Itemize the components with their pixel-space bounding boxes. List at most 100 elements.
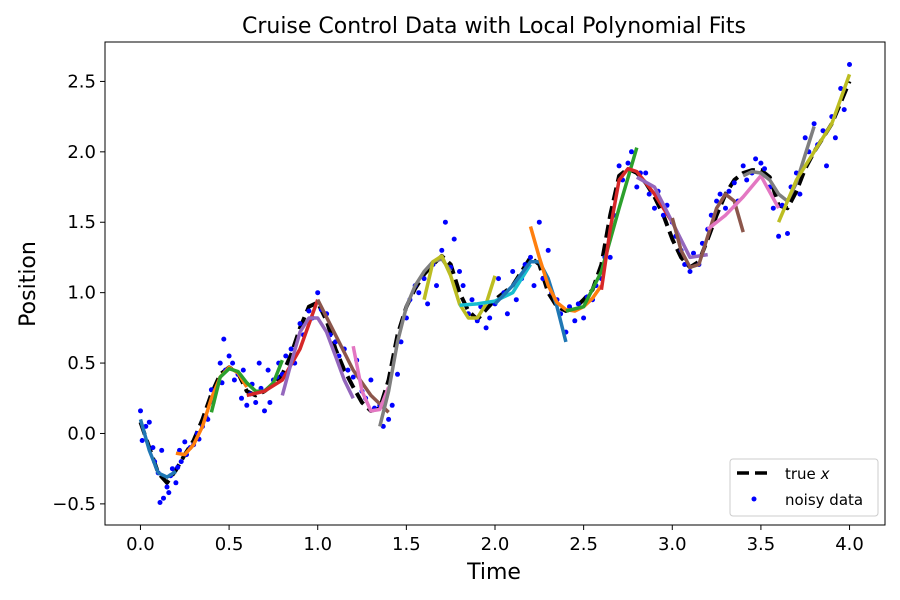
local-polynomial-fits bbox=[138, 73, 852, 479]
data-point bbox=[306, 308, 312, 314]
data-point bbox=[434, 283, 439, 289]
data-point bbox=[545, 247, 551, 253]
data-point bbox=[173, 480, 179, 486]
y-tick-label: −0.5 bbox=[52, 494, 96, 515]
data-point bbox=[283, 353, 289, 359]
data-point bbox=[380, 423, 386, 429]
data-point bbox=[762, 166, 767, 172]
x-tick-label: 3.0 bbox=[658, 534, 687, 555]
fit-segment bbox=[742, 125, 816, 203]
data-point bbox=[652, 205, 657, 211]
y-axis-ticks: −0.5 0.0 0.5 1.0 1.5 2.0 2.5 bbox=[52, 71, 105, 515]
legend-x-symbol: x bbox=[820, 465, 830, 483]
y-tick-label: 2.0 bbox=[67, 142, 96, 163]
data-point bbox=[460, 283, 466, 289]
legend: true x noisy data bbox=[729, 458, 879, 517]
data-point bbox=[221, 336, 227, 342]
data-point bbox=[288, 346, 294, 352]
data-point bbox=[643, 170, 649, 176]
data-point bbox=[457, 269, 462, 274]
data-point bbox=[442, 219, 448, 225]
data-point bbox=[691, 250, 696, 256]
data-point bbox=[714, 198, 720, 204]
data-point bbox=[395, 371, 400, 377]
data-point bbox=[634, 184, 640, 190]
data-point bbox=[256, 360, 262, 366]
data-point bbox=[758, 160, 764, 166]
y-axis-label: Position bbox=[16, 241, 41, 327]
data-point bbox=[146, 419, 152, 425]
data-point bbox=[240, 367, 246, 373]
data-point bbox=[744, 177, 750, 183]
data-point bbox=[469, 297, 475, 303]
data-point bbox=[832, 135, 838, 141]
true-x-curve bbox=[138, 80, 852, 485]
data-point bbox=[178, 459, 184, 465]
data-point bbox=[169, 466, 175, 472]
fit-segment bbox=[138, 418, 177, 479]
noisy-data-points bbox=[138, 62, 852, 505]
fit-segment bbox=[351, 345, 391, 413]
fit-segment bbox=[316, 298, 390, 414]
fit-segment bbox=[246, 299, 320, 398]
data-point bbox=[386, 416, 392, 422]
y-tick-label: 0.5 bbox=[67, 353, 96, 374]
data-point bbox=[740, 163, 746, 169]
data-point bbox=[504, 311, 510, 317]
data-point bbox=[811, 121, 817, 127]
data-point bbox=[567, 304, 572, 310]
x-axis-label: Time bbox=[466, 560, 521, 585]
x-tick-label: 0.5 bbox=[215, 534, 244, 555]
data-point bbox=[770, 205, 776, 211]
data-point bbox=[262, 408, 267, 414]
data-point bbox=[244, 402, 250, 408]
plot-area bbox=[138, 62, 852, 505]
x-axis-ticks: 0.0 0.5 1.0 1.5 2.0 2.5 3.0 3.5 4.0 bbox=[126, 525, 864, 555]
y-tick-label: 1.5 bbox=[67, 212, 96, 233]
data-point bbox=[239, 395, 244, 401]
data-point bbox=[776, 233, 782, 239]
data-point bbox=[607, 254, 613, 260]
data-point bbox=[841, 107, 847, 113]
data-point bbox=[416, 290, 422, 296]
data-point bbox=[157, 500, 163, 505]
data-point bbox=[315, 290, 321, 296]
data-point bbox=[164, 484, 170, 490]
x-tick-label: 4.0 bbox=[835, 534, 864, 555]
data-point bbox=[368, 377, 374, 383]
data-point bbox=[182, 439, 188, 445]
data-point bbox=[536, 219, 542, 225]
data-point bbox=[528, 254, 533, 260]
data-point bbox=[297, 321, 303, 327]
data-point bbox=[726, 188, 732, 194]
data-point bbox=[616, 163, 622, 169]
fit-segment bbox=[280, 316, 355, 400]
data-point bbox=[217, 360, 223, 366]
data-point bbox=[847, 62, 852, 67]
fit-segment bbox=[565, 147, 639, 313]
data-point bbox=[646, 191, 652, 197]
data-point bbox=[625, 160, 631, 166]
x-tick-label: 1.5 bbox=[392, 534, 421, 555]
data-point bbox=[267, 400, 273, 405]
data-point bbox=[820, 128, 826, 134]
data-point bbox=[513, 297, 519, 303]
y-tick-label: 2.5 bbox=[67, 71, 96, 92]
data-point bbox=[660, 212, 666, 218]
data-point bbox=[731, 180, 737, 186]
legend-noisy-data-swatch bbox=[751, 496, 757, 502]
fit-segment bbox=[378, 257, 453, 427]
data-point bbox=[345, 367, 351, 373]
data-point bbox=[531, 283, 537, 289]
data-point bbox=[629, 149, 634, 155]
data-point bbox=[150, 445, 156, 451]
fit-segment bbox=[776, 73, 852, 223]
data-point bbox=[177, 447, 182, 453]
data-point bbox=[496, 276, 501, 282]
data-point bbox=[483, 325, 489, 331]
fit-segment bbox=[459, 263, 532, 308]
data-point bbox=[451, 236, 457, 242]
legend-true-x-label: true x bbox=[785, 465, 830, 483]
fit-segment bbox=[670, 192, 745, 270]
data-point bbox=[575, 301, 581, 307]
